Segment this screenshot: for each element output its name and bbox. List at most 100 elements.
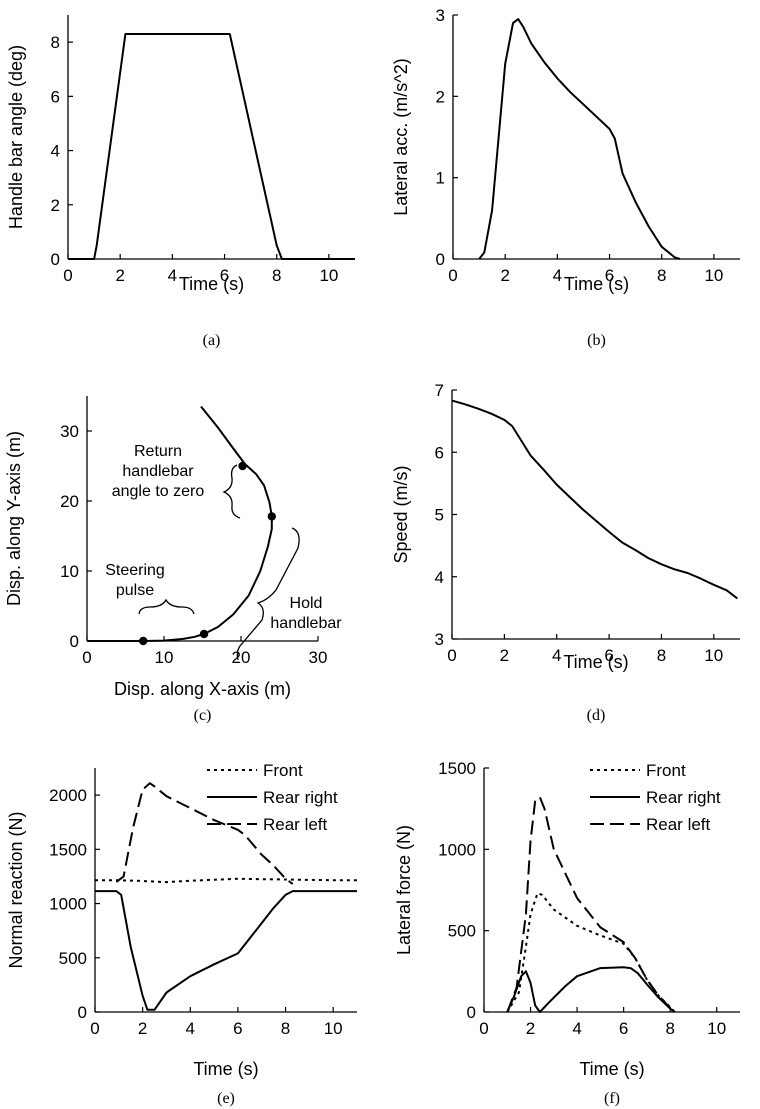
y-tick-label: 1000 <box>438 840 476 859</box>
series-line-1 <box>87 405 273 642</box>
y-axis-label: Handle bar angle (deg) <box>6 45 26 229</box>
y-tick-label: 0 <box>70 632 79 651</box>
x-tick-label: 6 <box>604 646 613 665</box>
chart-e: 0 500 1000 1500 2000 0 2 4 6 8 10 Time (s) Normal re… <box>6 761 357 1107</box>
annotation-text: angle to zero <box>112 483 205 500</box>
y-tick-label: 0 <box>467 1003 476 1022</box>
x-tick-label: 6 <box>605 266 614 285</box>
x-tick-label: 6 <box>233 1019 242 1038</box>
y-tick-label: 5 <box>435 506 444 525</box>
y-tick-label: 1500 <box>49 840 87 859</box>
y-tick-label: 1000 <box>49 895 87 914</box>
x-axis-label: Time (s) <box>563 652 628 672</box>
chart-b: 0 1 2 3 0 2 4 6 8 10 Time (s) Lateral acc. (m/s^2) (… <box>391 6 740 349</box>
y-axis-label: Normal reaction (N) <box>6 811 26 968</box>
series-line-1 <box>68 33 355 260</box>
annotation-text: Steering <box>105 562 165 579</box>
y-tick-label: 3 <box>436 6 445 25</box>
x-tick-label: 6 <box>220 266 229 285</box>
y-tick-label: 7 <box>435 381 444 400</box>
x-tick-label: 20 <box>232 648 251 667</box>
x-tick-label: 10 <box>707 1019 726 1038</box>
x-tick-label: 0 <box>90 1019 99 1038</box>
y-tick-label: 20 <box>60 492 79 511</box>
x-tick-label: 10 <box>704 266 723 285</box>
x-tick-label: 0 <box>447 646 456 665</box>
chart-caption: (e) <box>217 1090 235 1107</box>
y-tick-label: 6 <box>51 87 60 106</box>
chart-caption: (a) <box>203 332 221 349</box>
trajectory-marker <box>199 629 209 639</box>
y-tick-label: 8 <box>51 33 60 52</box>
chart-caption: (c) <box>194 707 212 724</box>
x-axis-label: Time (s) <box>564 274 629 294</box>
legend-label: Front <box>646 761 686 780</box>
chart-caption: (f) <box>604 1090 620 1107</box>
trajectory-marker <box>238 461 247 471</box>
annotation-text: handlebar <box>122 463 194 480</box>
x-tick-label: 2 <box>500 266 509 285</box>
series-line-rear-right <box>95 890 357 1011</box>
trajectory-marker <box>139 636 148 646</box>
brace-return <box>222 464 241 519</box>
legend-label: Rear right <box>646 788 721 807</box>
series-line-rear-left <box>115 782 294 885</box>
y-tick-label: 4 <box>51 142 60 161</box>
y-tick-label: 1 <box>436 169 445 188</box>
y-tick-label: 1500 <box>438 759 476 778</box>
annotation-text: pulse <box>116 582 154 599</box>
y-tick-label: 2000 <box>49 786 87 805</box>
series-line-1 <box>478 18 681 260</box>
y-tick-label: 0 <box>78 1003 87 1022</box>
x-axis-label: Disp. along X-axis (m) <box>114 679 291 699</box>
y-tick-label: 30 <box>60 422 79 441</box>
y-axis-label: Speed (m/s) <box>391 465 411 563</box>
y-tick-label: 3 <box>435 630 444 649</box>
series-line-front <box>95 877 357 884</box>
x-tick-label: 2 <box>526 1019 535 1038</box>
y-axis-label: Disp. along Y-axis (m) <box>4 431 24 606</box>
y-tick-label: 0 <box>51 250 60 269</box>
x-tick-label: 8 <box>657 646 666 665</box>
x-tick-label: 10 <box>704 646 723 665</box>
x-tick-label: 30 <box>309 648 328 667</box>
annotation-text: Hold <box>290 595 323 612</box>
brace-steering <box>138 598 195 615</box>
legend-label: Rear left <box>646 815 711 834</box>
x-axis-label: Time (s) <box>179 274 244 294</box>
series-line-1 <box>451 399 739 600</box>
x-tick-label: 4 <box>553 266 562 285</box>
x-tick-label: 2 <box>115 266 124 285</box>
x-tick-label: 6 <box>619 1019 628 1038</box>
x-tick-label: 10 <box>324 1019 343 1038</box>
legend-label: Front <box>263 761 303 780</box>
x-tick-label: 0 <box>448 266 457 285</box>
x-axis-label: Time (s) <box>579 1059 644 1079</box>
annotation-text: handlebar <box>270 615 342 632</box>
legend-label: Rear left <box>263 815 328 834</box>
x-tick-label: 10 <box>319 266 338 285</box>
x-axis-label: Time (s) <box>193 1059 258 1079</box>
y-axis-label: Lateral acc. (m/s^2) <box>391 58 411 216</box>
series-line-rear-right <box>506 966 676 1013</box>
x-tick-label: 0 <box>63 266 72 285</box>
y-axis-label: Lateral force (N) <box>394 825 414 955</box>
y-tick-label: 500 <box>59 949 87 968</box>
x-tick-label: 2 <box>138 1019 147 1038</box>
x-tick-label: 8 <box>657 266 666 285</box>
x-tick-label: 0 <box>82 648 91 667</box>
trajectory-marker <box>267 512 276 521</box>
x-tick-label: 2 <box>500 646 509 665</box>
y-tick-label: 4 <box>435 568 444 587</box>
y-tick-label: 500 <box>448 922 476 941</box>
chart-a: 0 2 4 6 8 0 2 4 6 8 10 Time (s) Handle bar angle (de… <box>6 15 355 349</box>
y-tick-label: 2 <box>51 196 60 215</box>
x-tick-label: 8 <box>665 1019 674 1038</box>
legend-label: Rear right <box>263 788 338 807</box>
y-tick-label: 6 <box>435 443 444 462</box>
x-tick-label: 4 <box>572 1019 581 1038</box>
x-tick-label: 4 <box>168 266 177 285</box>
chart-c: 0 10 20 30 0 10 20 30 Disp. along X-axis (m) Disp… <box>4 396 342 724</box>
y-tick-label: 2 <box>436 87 445 106</box>
